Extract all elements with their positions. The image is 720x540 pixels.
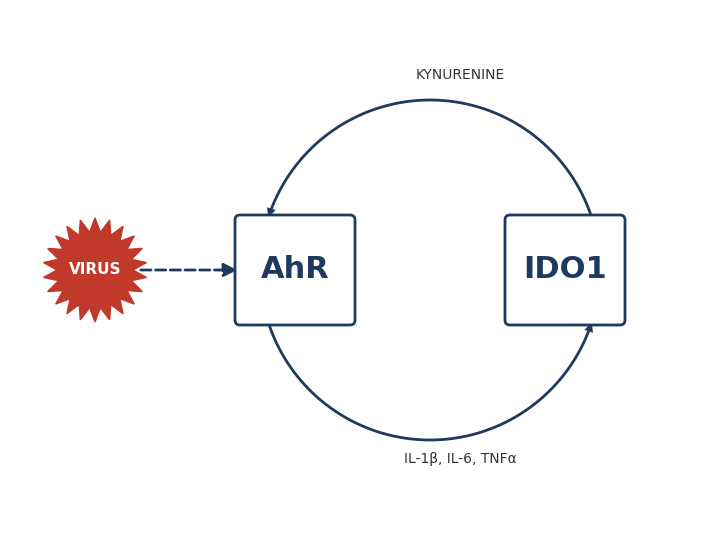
Text: KYNURENINE: KYNURENINE	[415, 68, 505, 82]
Text: IDO1: IDO1	[523, 255, 607, 285]
Text: AhR: AhR	[261, 255, 329, 285]
FancyBboxPatch shape	[505, 215, 625, 325]
Text: VIRUS: VIRUS	[68, 262, 121, 278]
Polygon shape	[43, 218, 146, 322]
Text: IL-1β, IL-6, TNFα: IL-1β, IL-6, TNFα	[404, 452, 516, 466]
Circle shape	[57, 232, 133, 308]
FancyBboxPatch shape	[235, 215, 355, 325]
